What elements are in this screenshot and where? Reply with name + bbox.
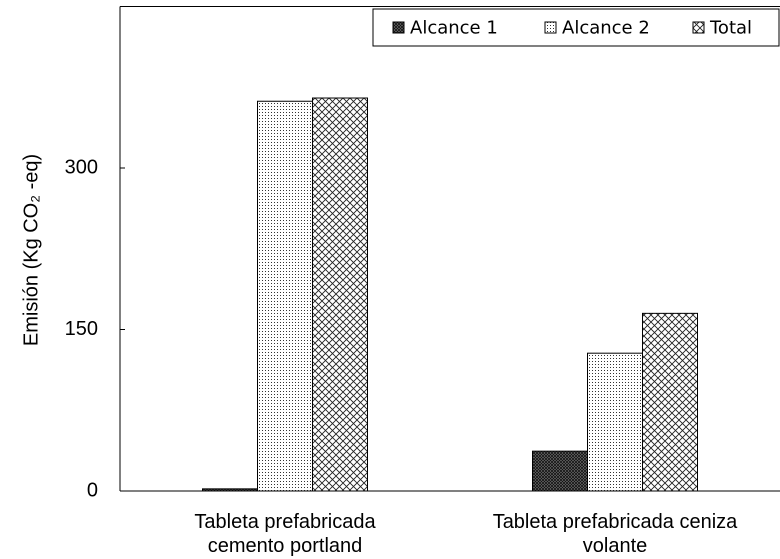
y-axis-label: Emisión (Kg CO₂ -eq)	[20, 154, 42, 346]
y-tick-label: 150	[65, 318, 98, 340]
y-tick-label: 300	[65, 156, 98, 178]
legend-swatch	[392, 21, 405, 34]
legend-label: Total	[709, 18, 752, 39]
legend-label: Alcance 1	[410, 18, 498, 39]
legend-swatch	[692, 21, 705, 34]
bar	[257, 100, 313, 492]
bar	[642, 312, 698, 492]
bar	[312, 97, 368, 492]
bar	[587, 352, 643, 492]
x-tick-label: Tableta prefabricada cemento portland	[194, 511, 376, 557]
bar	[532, 450, 588, 492]
x-tick-label: Tableta prefabricada ceniza volante	[492, 511, 738, 557]
legend-box	[372, 8, 780, 47]
y-tick-label: 0	[87, 479, 98, 501]
legend-swatch	[544, 21, 557, 34]
legend-label: Alcance 2	[562, 18, 650, 39]
